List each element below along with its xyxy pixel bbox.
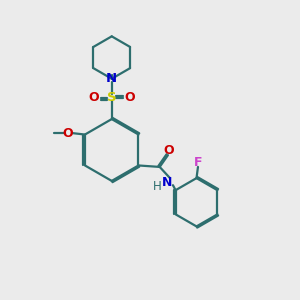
Text: O: O <box>89 92 99 104</box>
Text: O: O <box>62 127 73 140</box>
Text: N: N <box>106 72 117 85</box>
Text: N: N <box>162 176 172 189</box>
Text: O: O <box>163 144 174 157</box>
Text: O: O <box>124 92 135 104</box>
Text: H: H <box>153 180 162 193</box>
Text: S: S <box>107 92 116 104</box>
Text: F: F <box>194 156 202 169</box>
